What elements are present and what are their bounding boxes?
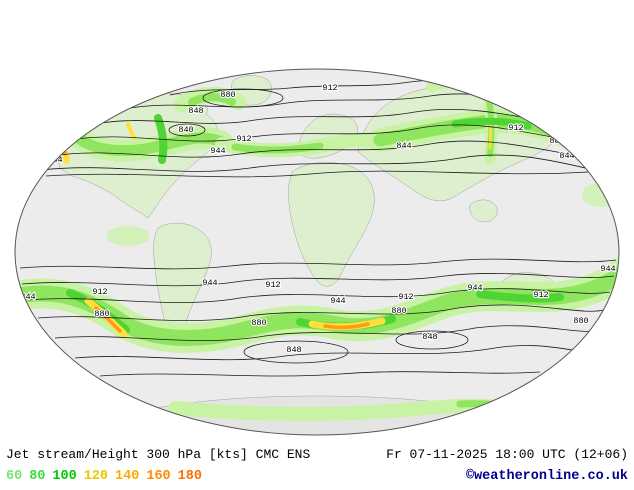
contour-line (27, 288, 611, 303)
contour-label: 944 (202, 278, 217, 288)
jet-core (476, 290, 564, 303)
islands-indonesia (469, 199, 498, 223)
legend-value-100: 100 (52, 469, 77, 484)
contour-label: 848 (422, 332, 437, 342)
contour-label: 912 (265, 280, 280, 290)
jet-band (426, 75, 500, 94)
contour-label: 944 (210, 146, 225, 156)
contour-label: 912 (533, 290, 548, 300)
legend-value-80: 80 (29, 469, 46, 484)
map-outline (14, 68, 620, 436)
jet-band (188, 93, 236, 106)
contour-label: 844 (396, 141, 411, 151)
contour-line (45, 170, 589, 178)
contour-label: 912 (398, 292, 413, 302)
contour-label: 880 (94, 309, 109, 319)
product-label: Jet stream/Height 300 hPa [kts] CMC ENS (6, 447, 311, 462)
jet-patch (106, 226, 150, 246)
contour-label: 848 (188, 106, 203, 116)
contour-loop (508, 97, 558, 113)
jet-patch (582, 183, 618, 207)
legend-value-160: 160 (146, 469, 171, 484)
contour-line (41, 154, 606, 173)
legend-value-120: 120 (83, 469, 109, 484)
copyright-label: ©weatheronline.co.uk (465, 469, 628, 484)
contour-loop (461, 79, 519, 95)
contour-label: 944 (600, 264, 615, 274)
contour-line (51, 140, 596, 159)
contour-line (69, 124, 581, 143)
jet-core-orange (554, 125, 592, 148)
jet-core-orange (57, 110, 67, 156)
jet-core-yellow (126, 122, 136, 140)
contour-label: 844 (559, 151, 574, 161)
legend-value-60: 60 (6, 469, 23, 484)
continent-africa (288, 162, 375, 287)
valid-time-label: Fr 07-11-2025 18:00 UTC (12+06) (386, 447, 628, 462)
contour-label: 912 (236, 134, 251, 144)
contour-label: 848 (482, 81, 497, 91)
world-map: 880 848 840 912 944 912 944 912 848 848 912 844 880 8… (14, 68, 620, 436)
contour-label: 848 (286, 345, 301, 355)
legend: 60 80 100 120 140 160 180 (6, 469, 209, 484)
contour-line (54, 325, 599, 341)
contour-line (37, 304, 605, 321)
contour-line (99, 371, 541, 377)
contour-line (94, 108, 561, 125)
contour-loop (168, 123, 206, 137)
contour-label: 912 (322, 83, 337, 93)
contour-label: 848 (523, 98, 538, 108)
contour-line (21, 273, 615, 287)
contour-line (19, 258, 617, 270)
contour-label: 912 (52, 143, 67, 153)
legend-value-180: 180 (177, 469, 202, 484)
contour-label: 880 (391, 306, 406, 316)
contour-loop (202, 88, 284, 108)
footer-legend-row: 60 80 100 120 140 160 180 ©weatheronline.co.uk (6, 469, 628, 484)
contour-label: 880 (220, 90, 235, 100)
footer-title-row: Jet stream/Height 300 hPa [kts] CMC ENS … (6, 447, 628, 462)
contour-label: 912 (508, 123, 523, 133)
jet-core-orange (323, 322, 370, 330)
contour-label: 840 (178, 125, 193, 135)
contour-label: 912 (92, 287, 107, 297)
jet-band-southern (15, 259, 619, 353)
jet-core (451, 117, 532, 130)
contour-label: 880 (251, 318, 266, 328)
contour-line (74, 345, 589, 361)
contour-label: 944 (330, 296, 345, 306)
contour-label: 944 (47, 155, 62, 165)
contour-label: 944 (467, 283, 482, 293)
contour-loop (395, 330, 469, 350)
contour-loop (243, 340, 349, 364)
contour-label: 880 (573, 316, 588, 326)
jet-core-orange (94, 306, 122, 333)
legend-value-140: 140 (115, 469, 140, 484)
